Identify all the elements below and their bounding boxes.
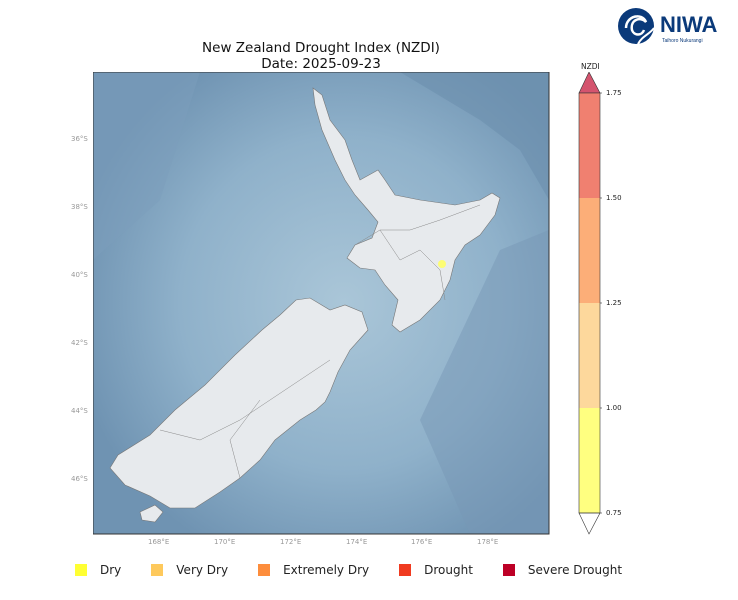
svg-text:Taihoro Nukurangi: Taihoro Nukurangi: [662, 38, 703, 44]
colorbar-segment: [579, 303, 600, 408]
legend-swatch: [151, 564, 164, 576]
colorbar-label: NZDI: [581, 62, 600, 71]
legend-swatch: [399, 564, 412, 576]
legend-item-extremely-dry: Extremely Dry: [258, 563, 369, 577]
colorbar: [578, 72, 602, 535]
stewart-island: [139, 504, 164, 523]
lat-tick: 38°S: [71, 203, 88, 211]
lat-tick: 42°S: [71, 339, 88, 347]
legend-label: Extremely Dry: [283, 563, 370, 577]
lon-tick: 168°E: [148, 538, 170, 546]
dry-region-marker: [438, 260, 446, 268]
niwa-logo: NIWA Taihoro Nukurangi: [616, 6, 726, 52]
lon-tick: 170°E: [214, 538, 236, 546]
colorbar-tick: 1.25: [606, 299, 622, 307]
colorbar-extend-min: [578, 512, 601, 535]
legend-item-very-dry: Very Dry: [151, 563, 228, 577]
legend-item-severe-drought: Severe Drought: [502, 563, 623, 577]
legend: Dry Very Dry Extremely Dry Drought Sever…: [75, 563, 652, 577]
colorbar-tick: 1.75: [606, 89, 622, 97]
legend-swatch: [258, 564, 271, 576]
north-island: [312, 87, 501, 333]
chart-title: New Zealand Drought Index (NZDI): [202, 40, 440, 56]
colorbar-tick: 1.50: [606, 194, 622, 202]
legend-item-drought: Drought: [399, 563, 473, 577]
legend-label: Dry: [100, 563, 122, 577]
colorbar-segment: [579, 93, 600, 198]
lon-tick: 178°E: [477, 538, 499, 546]
lon-tick: 176°E: [411, 538, 433, 546]
logo-wordmark: NIWA: [660, 12, 718, 37]
legend-label: Very Dry: [176, 563, 229, 577]
lat-tick: 36°S: [71, 135, 88, 143]
lon-tick: 172°E: [280, 538, 302, 546]
colorbar-segment: [579, 198, 600, 303]
colorbar-tick: 0.75: [606, 509, 622, 517]
legend-item-dry: Dry: [75, 563, 121, 577]
lon-tick: 174°E: [346, 538, 368, 546]
lat-tick: 40°S: [71, 271, 88, 279]
colorbar-extend-max: [578, 72, 601, 94]
map: [93, 72, 550, 535]
legend-swatch: [75, 564, 87, 576]
legend-swatch: [502, 564, 515, 576]
chart-subtitle: Date: 2025-09-23: [261, 56, 381, 72]
legend-label: Drought: [424, 563, 473, 577]
lat-tick: 44°S: [71, 407, 88, 415]
lat-tick: 46°S: [71, 475, 88, 483]
colorbar-tick: 1.00: [606, 404, 622, 412]
colorbar-segment: [579, 408, 600, 513]
legend-label: Severe Drought: [527, 563, 623, 577]
